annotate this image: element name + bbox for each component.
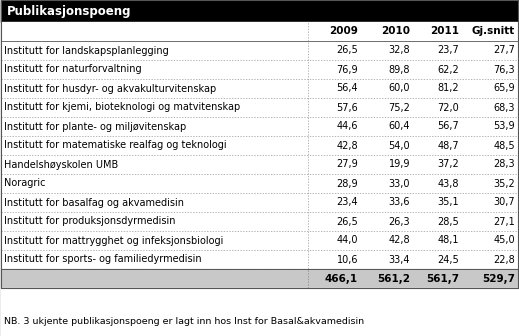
Text: 62,2: 62,2 bbox=[437, 65, 459, 75]
Text: 32,8: 32,8 bbox=[388, 45, 410, 55]
Text: 561,7: 561,7 bbox=[426, 274, 459, 284]
Text: 48,5: 48,5 bbox=[494, 140, 515, 151]
Text: 42,8: 42,8 bbox=[336, 140, 358, 151]
Text: 60,4: 60,4 bbox=[389, 122, 410, 131]
Text: 35,2: 35,2 bbox=[493, 178, 515, 188]
Text: Noragric: Noragric bbox=[4, 178, 46, 188]
Text: Publikasjonspoeng: Publikasjonspoeng bbox=[7, 4, 131, 17]
Text: Institutt for produksjonsdyrmedisin: Institutt for produksjonsdyrmedisin bbox=[4, 216, 175, 226]
Text: 45,0: 45,0 bbox=[494, 236, 515, 246]
Text: 56,7: 56,7 bbox=[437, 122, 459, 131]
Text: 57,6: 57,6 bbox=[336, 102, 358, 113]
Text: 33,6: 33,6 bbox=[389, 198, 410, 208]
Text: 35,1: 35,1 bbox=[438, 198, 459, 208]
Text: 28,9: 28,9 bbox=[336, 178, 358, 188]
Text: 53,9: 53,9 bbox=[494, 122, 515, 131]
Text: 27,9: 27,9 bbox=[336, 160, 358, 169]
Text: 30,7: 30,7 bbox=[494, 198, 515, 208]
Text: 44,0: 44,0 bbox=[336, 236, 358, 246]
Text: 22,8: 22,8 bbox=[493, 254, 515, 264]
Text: 72,0: 72,0 bbox=[437, 102, 459, 113]
Text: 43,8: 43,8 bbox=[438, 178, 459, 188]
Text: 68,3: 68,3 bbox=[494, 102, 515, 113]
Text: 76,3: 76,3 bbox=[494, 65, 515, 75]
Text: Institutt for matematiske realfag og teknologi: Institutt for matematiske realfag og tek… bbox=[4, 140, 227, 151]
Text: 529,7: 529,7 bbox=[482, 274, 515, 284]
Text: Institutt for mattrygghet og infeksjonsbiologi: Institutt for mattrygghet og infeksjonsb… bbox=[4, 236, 223, 246]
Text: Institutt for kjemi, bioteknologi og matvitenskap: Institutt for kjemi, bioteknologi og mat… bbox=[4, 102, 240, 113]
Text: 23,7: 23,7 bbox=[437, 45, 459, 55]
Text: 48,1: 48,1 bbox=[438, 236, 459, 246]
Text: 33,0: 33,0 bbox=[389, 178, 410, 188]
Text: 48,7: 48,7 bbox=[438, 140, 459, 151]
Bar bbox=[1, 269, 518, 288]
Text: 42,8: 42,8 bbox=[388, 236, 410, 246]
Text: 76,9: 76,9 bbox=[336, 65, 358, 75]
Text: 10,6: 10,6 bbox=[336, 254, 358, 264]
Text: Institutt for plante- og miljøvitenskap: Institutt for plante- og miljøvitenskap bbox=[4, 122, 186, 131]
Text: 65,9: 65,9 bbox=[494, 84, 515, 93]
Text: 44,6: 44,6 bbox=[336, 122, 358, 131]
Text: Institutt for naturforvaltning: Institutt for naturforvaltning bbox=[4, 65, 142, 75]
Text: 60,0: 60,0 bbox=[389, 84, 410, 93]
Bar bbox=[1, 0, 518, 288]
Bar bbox=[1, 22, 518, 41]
Text: 37,2: 37,2 bbox=[437, 160, 459, 169]
Text: 33,4: 33,4 bbox=[389, 254, 410, 264]
Text: 28,5: 28,5 bbox=[437, 216, 459, 226]
Text: 28,3: 28,3 bbox=[494, 160, 515, 169]
Text: 24,5: 24,5 bbox=[437, 254, 459, 264]
Bar bbox=[1, 41, 518, 269]
Text: 2011: 2011 bbox=[430, 27, 459, 37]
Text: 56,4: 56,4 bbox=[336, 84, 358, 93]
Text: Institutt for basalfag og akvamedisin: Institutt for basalfag og akvamedisin bbox=[4, 198, 184, 208]
Text: 89,8: 89,8 bbox=[389, 65, 410, 75]
Text: 2009: 2009 bbox=[329, 27, 358, 37]
Text: Institutt for sports- og familiedyrmedisin: Institutt for sports- og familiedyrmedis… bbox=[4, 254, 201, 264]
Bar bbox=[1, 288, 518, 336]
Text: Gj.snitt: Gj.snitt bbox=[472, 27, 515, 37]
Text: 75,2: 75,2 bbox=[388, 102, 410, 113]
Text: 23,4: 23,4 bbox=[336, 198, 358, 208]
Text: 27,7: 27,7 bbox=[493, 45, 515, 55]
Text: 27,1: 27,1 bbox=[493, 216, 515, 226]
Text: 26,3: 26,3 bbox=[388, 216, 410, 226]
Text: Handelshøyskolen UMB: Handelshøyskolen UMB bbox=[4, 160, 118, 169]
Text: 19,9: 19,9 bbox=[389, 160, 410, 169]
Text: 26,5: 26,5 bbox=[336, 216, 358, 226]
Text: NB. 3 ukjente publikasjonspoeng er lagt inn hos Inst for Basal&akvamedisin: NB. 3 ukjente publikasjonspoeng er lagt … bbox=[4, 317, 364, 326]
Text: 466,1: 466,1 bbox=[325, 274, 358, 284]
Text: Institutt for landskapsplanlegging: Institutt for landskapsplanlegging bbox=[4, 45, 169, 55]
Text: Institutt for husdyr- og akvakulturvitenskap: Institutt for husdyr- og akvakulturviten… bbox=[4, 84, 216, 93]
Text: 561,2: 561,2 bbox=[377, 274, 410, 284]
Text: 54,0: 54,0 bbox=[388, 140, 410, 151]
Text: 26,5: 26,5 bbox=[336, 45, 358, 55]
Text: 2010: 2010 bbox=[381, 27, 410, 37]
Text: 81,2: 81,2 bbox=[438, 84, 459, 93]
Bar bbox=[1, 0, 518, 22]
